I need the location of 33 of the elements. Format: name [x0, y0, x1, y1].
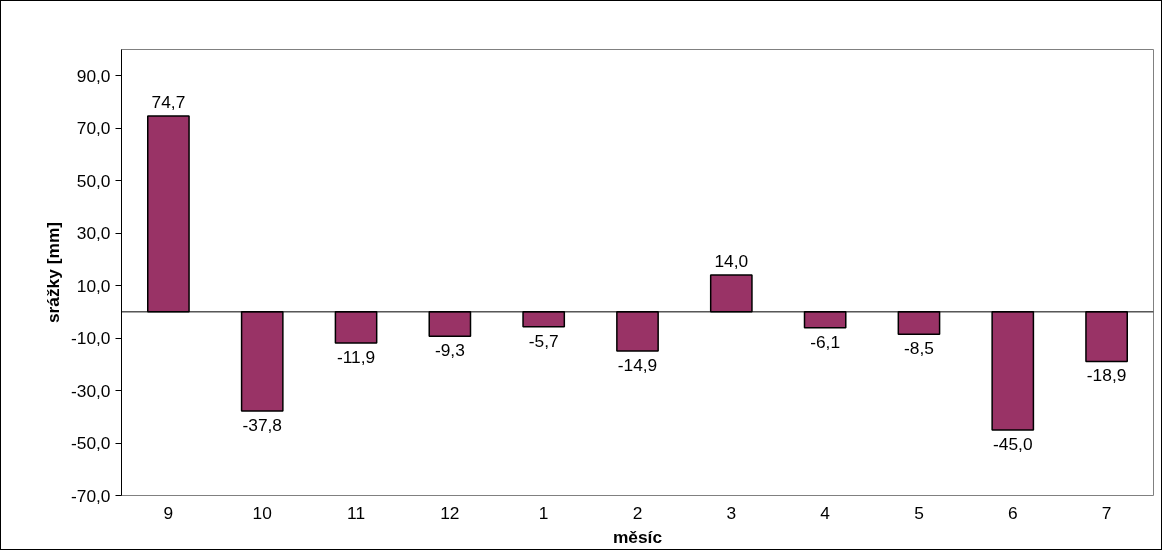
data-label: -11,9: [336, 347, 376, 368]
data-label: 74,7: [151, 91, 186, 112]
data-label: -37,8: [242, 415, 282, 436]
y-tick-label: -70,0: [71, 485, 111, 506]
x-tick-label: 10: [252, 502, 272, 523]
y-tick-label: 90,0: [76, 65, 111, 86]
x-tick-label: 3: [726, 502, 737, 523]
y-tick-label: -50,0: [71, 433, 111, 454]
data-label: -6,1: [810, 331, 841, 352]
y-tick-label: -10,0: [71, 328, 111, 349]
x-tick-label: 7: [1101, 502, 1112, 523]
x-tick-label: 11: [347, 502, 366, 523]
x-tick-label: 9: [163, 502, 174, 523]
y-tick-label: 70,0: [76, 118, 111, 139]
y-tick-label: -30,0: [71, 380, 111, 401]
x-tick-label: 4: [820, 502, 831, 523]
data-label: -5,7: [528, 330, 559, 351]
data-label: -8,5: [904, 338, 934, 359]
x-tick-label: 5: [914, 502, 924, 523]
data-label: -9,3: [434, 340, 465, 361]
data-label: 14,0: [714, 251, 749, 272]
y-tick-label: 10,0: [76, 275, 111, 296]
data-label: -14,9: [617, 354, 658, 375]
x-tick-label: 1: [538, 502, 549, 523]
x-tick-label: 6: [1007, 502, 1018, 523]
y-tick-label: 50,0: [76, 170, 111, 191]
x-tick-label: 12: [440, 502, 460, 523]
x-axis-title: měsíc: [612, 526, 663, 547]
data-label: -18,9: [1086, 365, 1127, 386]
data-label: -45,0: [993, 433, 1033, 454]
y-tick-label: 30,0: [76, 223, 111, 244]
y-axis-title: srážky [mm]: [43, 221, 63, 324]
x-tick-label: 2: [632, 502, 643, 523]
